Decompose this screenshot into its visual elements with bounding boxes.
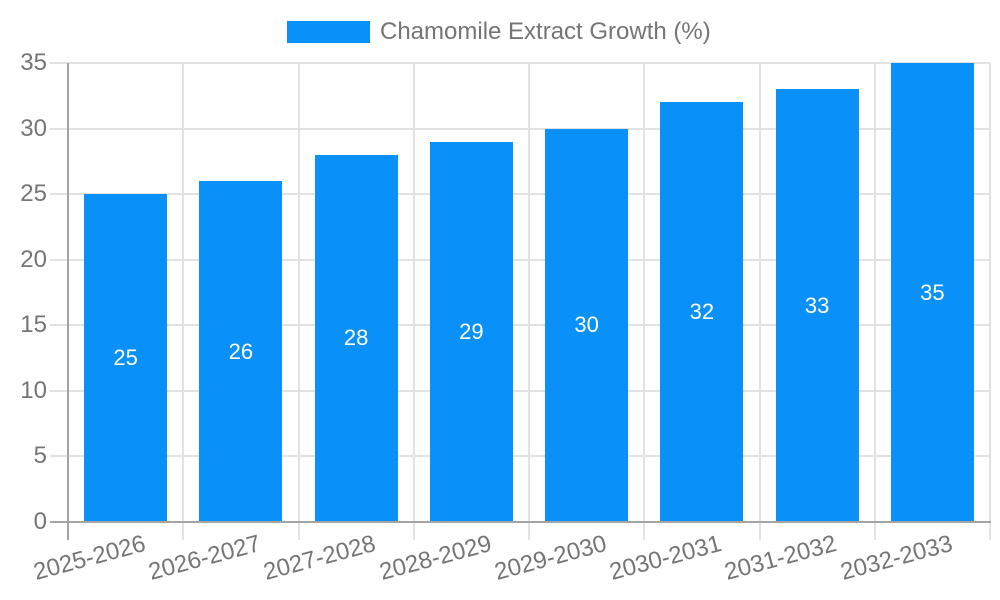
gridline-v [297,63,300,540]
gridline-v [989,63,991,540]
gridline-h [50,127,990,130]
bar[interactable] [660,102,744,522]
bar-value-label: 25 [113,345,138,371]
bar[interactable] [545,128,629,522]
bar[interactable] [775,89,859,522]
y-tick-label: 25 [20,180,47,208]
y-axis-line [67,63,69,540]
bar-value-label: 28 [343,325,369,351]
bar[interactable] [84,194,168,522]
gridline-h [50,324,990,327]
x-tick-label: 2032-2033 [837,530,956,586]
bar-value-label: 32 [689,299,715,325]
legend-label: Chamomile Extract Growth (%) [380,18,711,45]
x-tick-label: 2031-2032 [721,530,840,586]
gridline-h [50,389,990,392]
bar[interactable] [429,141,513,522]
y-tick-label: 35 [20,49,47,76]
x-tick-label: 2028-2029 [376,530,495,586]
bar-value-label: 35 [920,279,945,305]
bar-value-label: 26 [228,338,254,364]
bar[interactable] [199,181,283,522]
y-tick-label: 15 [20,311,47,339]
gridline-v [873,63,876,540]
x-tick-label: 2025-2026 [30,530,149,586]
legend-swatch-icon [287,21,370,43]
bar[interactable] [890,63,974,522]
x-tick-label: 2029-2030 [491,530,610,586]
y-tick-label: 20 [20,245,47,273]
bar[interactable] [314,154,398,522]
y-tick-label: 10 [20,376,47,404]
gridline-v [643,63,646,540]
gridline-v [182,63,185,540]
gridline-h [50,62,990,64]
gridline-h [50,455,990,458]
y-tick-label: 0 [33,508,47,535]
bar-value-label: 29 [459,318,484,344]
gridline-v [528,63,530,540]
x-axis-line [50,521,991,523]
gridline-h [50,258,990,261]
bar-value-label: 30 [574,312,599,338]
bar-value-label: 33 [804,292,830,318]
gridline-v [412,63,415,540]
y-tick-label: 30 [20,114,47,142]
x-tick-label: 2030-2031 [606,530,725,586]
gridline-h [50,193,990,196]
gridline-v [758,63,761,540]
x-tick-label: 2026-2027 [145,530,264,586]
x-tick-label: 2027-2028 [260,530,379,586]
y-tick-label: 5 [33,442,47,470]
